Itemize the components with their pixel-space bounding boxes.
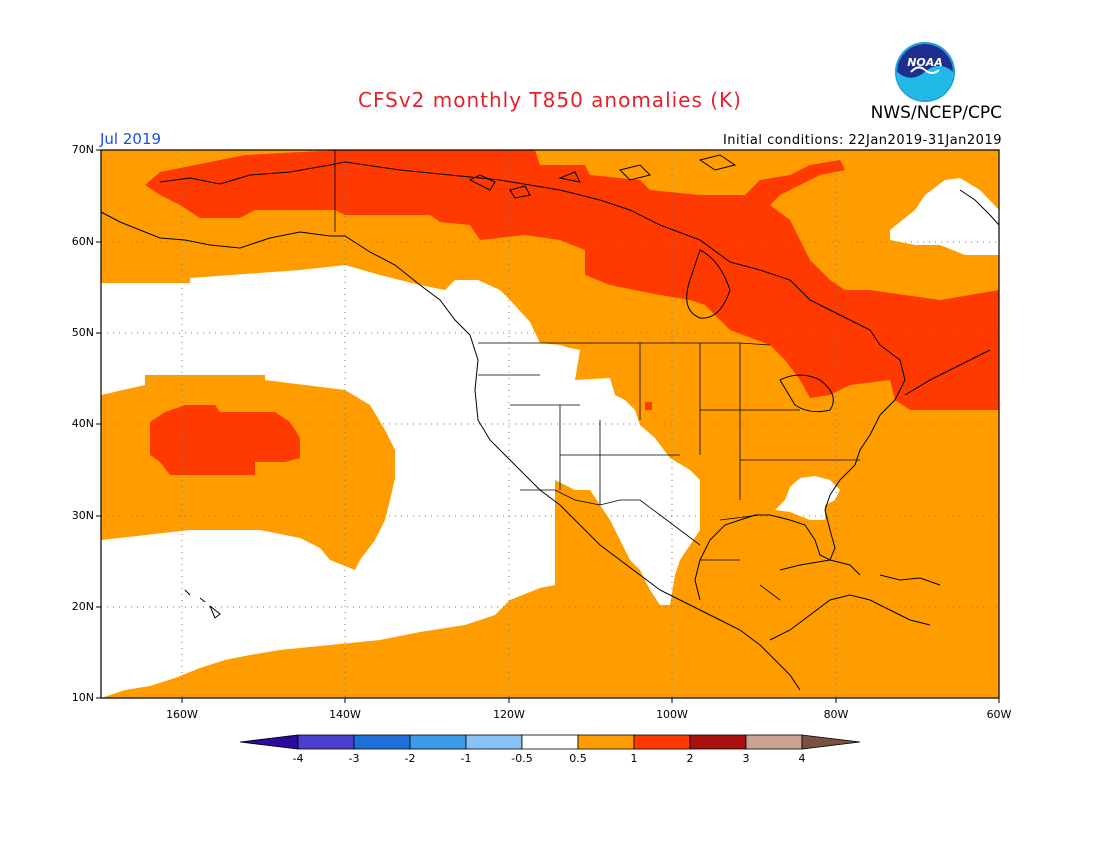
anomaly-red-pacific xyxy=(150,405,300,475)
lat-label-10n: 10N xyxy=(71,691,94,704)
lon-label-60w: 60W xyxy=(986,708,1012,721)
lat-label-30n: 30N xyxy=(71,509,94,522)
colorbar-label: -0.5 xyxy=(511,752,533,765)
lon-label-160w: 160W xyxy=(166,708,198,721)
colorbar-label: 0.5 xyxy=(569,752,587,765)
colorbar-bin xyxy=(577,734,635,750)
map-gridlines xyxy=(101,150,999,698)
initial-conditions: Initial conditions: 22Jan2019-31Jan2019 xyxy=(722,133,1002,148)
noaa-logo: NOAA xyxy=(895,42,955,102)
lon-label-140w: 140W xyxy=(329,708,361,721)
lat-label-70n: 70N xyxy=(71,143,94,156)
colorbar-low-arrow xyxy=(239,734,299,750)
colorbar-bin xyxy=(521,734,579,750)
lat-label-60n: 60N xyxy=(71,235,94,248)
colorbar-label: 3 xyxy=(742,752,750,765)
colorbar-bin xyxy=(633,734,691,750)
colorbar-label: 1 xyxy=(630,752,638,765)
colorbar-bin xyxy=(409,734,467,750)
valid-month: Jul 2019 xyxy=(100,130,162,148)
colorbar-bin xyxy=(465,734,523,750)
borders xyxy=(334,150,860,601)
colorbar-label: -1 xyxy=(460,752,472,765)
lon-label-80w: 80W xyxy=(823,708,849,721)
colorbar-label: -3 xyxy=(348,752,360,765)
colorbar xyxy=(239,734,861,750)
colorbar-label: -2 xyxy=(404,752,416,765)
colorbar-bin xyxy=(689,734,747,750)
lon-label-100w: 100W xyxy=(656,708,688,721)
anomaly-neutral-southeast xyxy=(775,476,840,520)
colorbar-bin xyxy=(297,734,355,750)
colorbar-high-arrow xyxy=(801,734,861,750)
colorbar-bin xyxy=(745,734,803,750)
lon-label-120w: 120W xyxy=(493,708,525,721)
anomaly-red-spot xyxy=(645,402,652,410)
colorbar-label: -4 xyxy=(292,752,304,765)
map-title: CFSv2 monthly T850 anomalies (K) xyxy=(358,88,742,112)
anomaly-neutral-east-pacific xyxy=(101,265,700,698)
lat-label-40n: 40N xyxy=(71,417,94,430)
lat-label-20n: 20N xyxy=(71,600,94,613)
colorbar-bin xyxy=(353,734,411,750)
axis-ticks xyxy=(96,149,1000,703)
lat-label-50n: 50N xyxy=(71,326,94,339)
anomaly-red-arctic xyxy=(145,150,999,410)
colorbar-label: 2 xyxy=(686,752,694,765)
agency-label: NWS/NCEP/CPC xyxy=(870,103,1002,123)
logo-text: NOAA xyxy=(907,56,943,69)
coastlines xyxy=(101,154,999,691)
colorbar-label: 4 xyxy=(798,752,806,765)
